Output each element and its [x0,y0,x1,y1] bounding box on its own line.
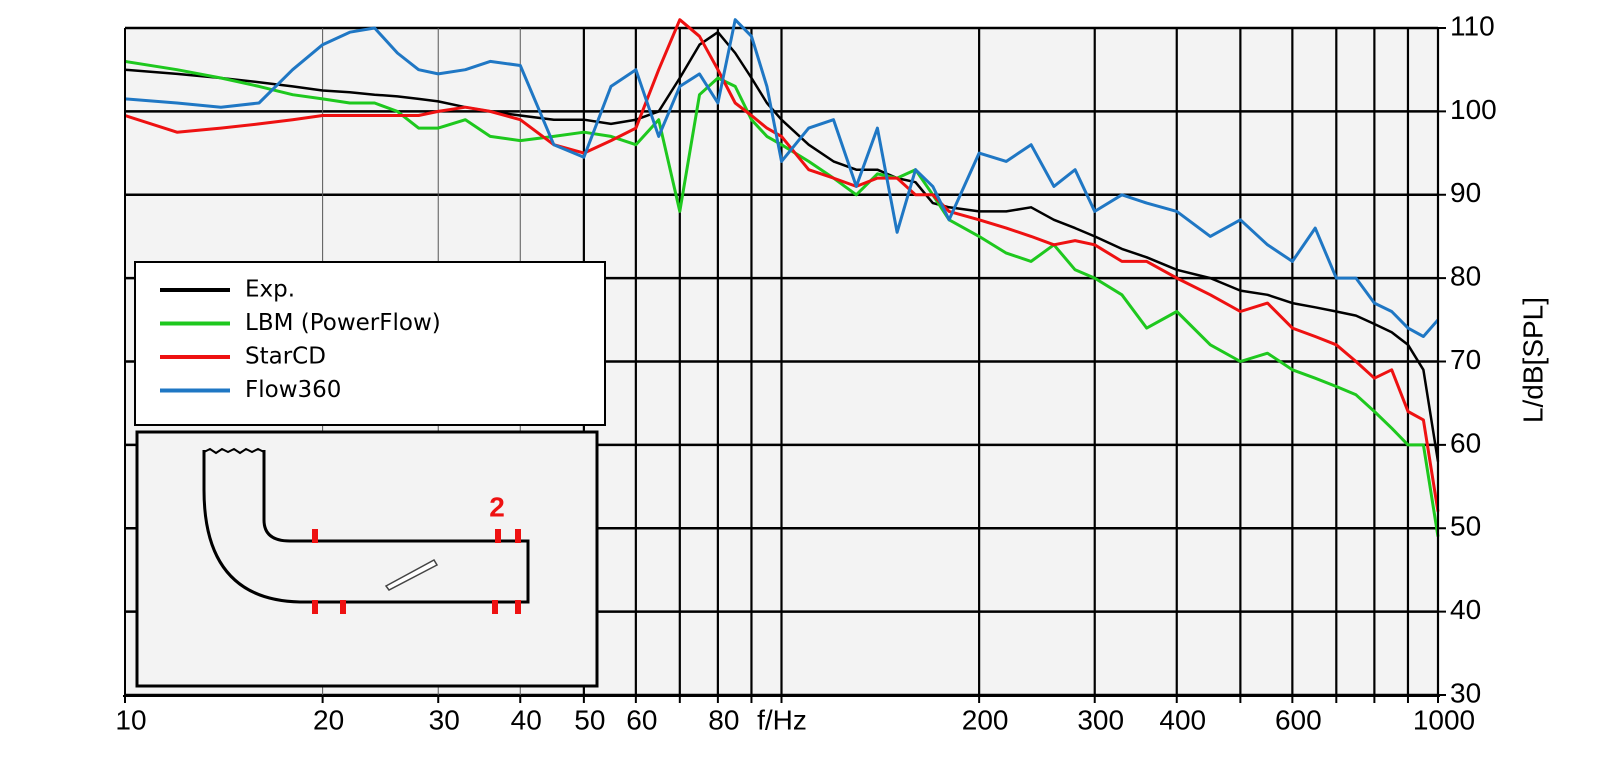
legend-box [134,261,606,426]
x-tick-label: 10 [115,704,146,735]
y-tick-label: 40 [1450,594,1481,625]
plate [384,558,439,591]
legend-label: Flow360 [245,377,341,403]
x-tick-label: 80 [708,704,739,735]
sensor [515,600,521,614]
sensor [312,600,318,614]
inset-label: 2 [489,491,505,522]
sensors [312,529,521,614]
inset-diagram: 2 [135,430,599,688]
legend: Exp. LBM (PowerFlow) StarCD Flow360 [134,261,606,426]
sensor [340,600,346,614]
ticks: 30 40 50 60 70 80 90 100 110 10 20 30 40 50 60 80 200 300… [115,10,1496,735]
y-tick-label: 70 [1450,344,1481,375]
legend-label: StarCD [245,344,326,370]
x-tick-label: 300 [1077,704,1124,735]
y-tick-label: 110 [1450,10,1495,41]
legend-label: LBM (PowerFlow) [245,310,441,336]
y-axis-label: L/dB[SPL] [1517,297,1548,423]
series-line [124,30,1440,462]
inset-box [135,430,599,688]
series-line [124,18,1440,512]
x-tick-label: 40 [511,704,542,735]
x-axis-label: f/Hz [757,704,807,735]
x-tick-label: 30 [429,704,460,735]
series-lines [124,18,1440,537]
series-line [124,18,1440,338]
y-tick-label: 100 [1450,94,1497,125]
y-tick-label: 30 [1450,677,1481,708]
x-tick-label: 20 [313,704,344,735]
y-tick-label: 60 [1450,427,1481,458]
x-tick-label: 600 [1275,704,1322,735]
sensor [312,529,318,543]
sensor [495,529,501,543]
x-tick-label: 50 [574,704,605,735]
y-tick-label: 90 [1450,177,1481,208]
sensor [492,600,498,614]
x-tick-label: 400 [1159,704,1206,735]
legend-label: Exp. [245,277,295,303]
pipe-inlet [203,447,265,455]
x-tick-label: 1000 [1413,704,1475,735]
y-tick-label: 80 [1450,261,1481,292]
sensor [515,529,521,543]
x-tick-label: 60 [626,704,657,735]
x-tick-label: 200 [962,704,1009,735]
y-tick-label: 50 [1450,511,1481,542]
pipe-outline [202,450,530,604]
